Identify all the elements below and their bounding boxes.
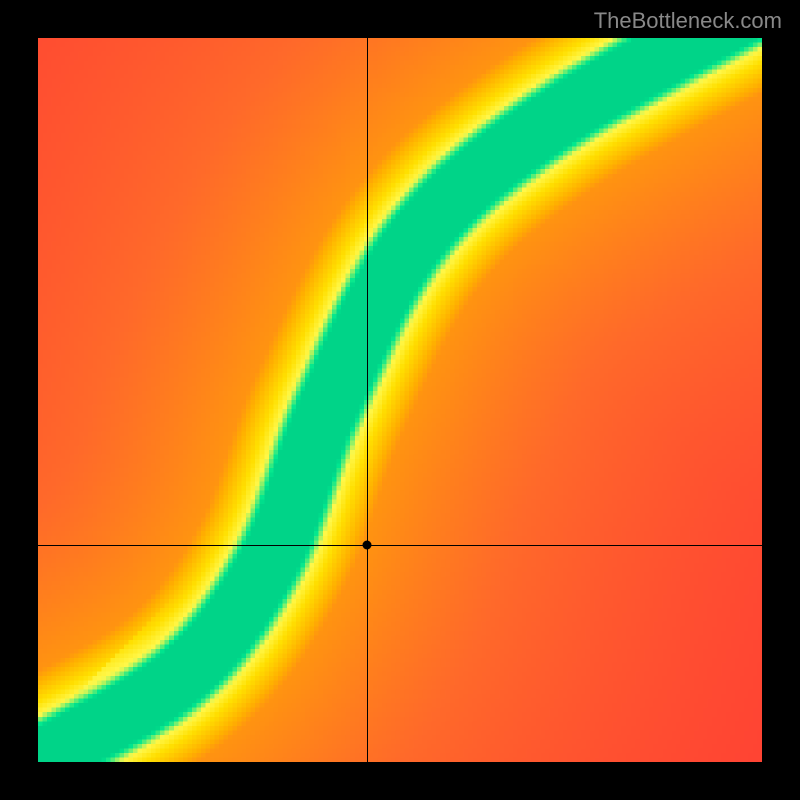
crosshair-horizontal — [38, 545, 762, 546]
crosshair-vertical — [367, 38, 368, 762]
crosshair-marker — [363, 540, 372, 549]
source-watermark: TheBottleneck.com — [594, 8, 782, 34]
heatmap-plot — [38, 38, 762, 762]
heatmap-canvas — [38, 38, 762, 762]
